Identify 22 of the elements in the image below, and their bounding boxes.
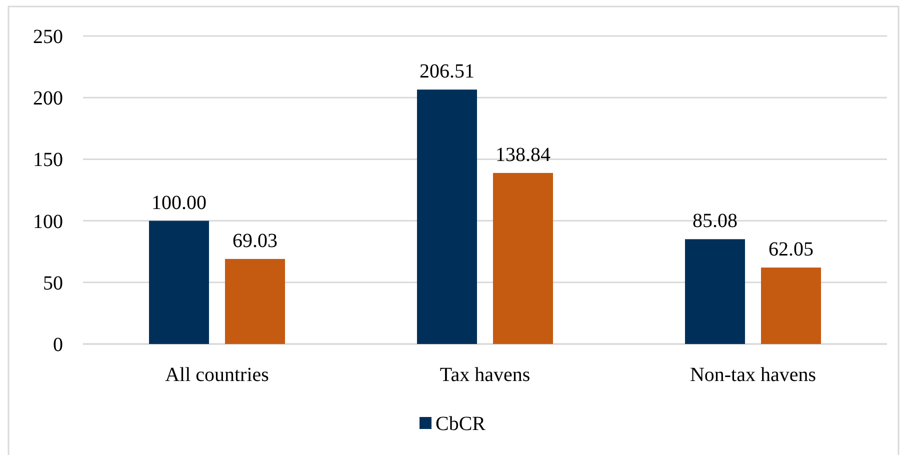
bar xyxy=(225,258,285,344)
data-label: 138.84 xyxy=(496,144,550,166)
y-tick-label: 50 xyxy=(43,272,63,294)
y-tick-label: 250 xyxy=(33,26,63,48)
data-label: 206.51 xyxy=(420,60,474,83)
y-tick-label: 0 xyxy=(53,334,63,356)
bar xyxy=(493,172,553,344)
data-label: 85.08 xyxy=(692,210,738,232)
x-tick-label: Tax havens xyxy=(440,364,530,386)
y-tick-label: 150 xyxy=(33,149,63,172)
data-label: 100.00 xyxy=(152,192,206,214)
y-tick-label: 100 xyxy=(33,210,63,233)
y-tick-label: 200 xyxy=(33,88,63,110)
x-tick-label: Non-tax havens xyxy=(690,364,816,386)
data-label: 62.05 xyxy=(768,238,814,261)
legend-label: CbCR xyxy=(436,413,486,435)
x-tick-label: All countries xyxy=(165,364,270,386)
bar xyxy=(149,220,209,344)
data-label: 69.03 xyxy=(232,230,278,252)
bar xyxy=(417,90,477,344)
bar xyxy=(685,239,745,344)
bar xyxy=(761,268,821,344)
